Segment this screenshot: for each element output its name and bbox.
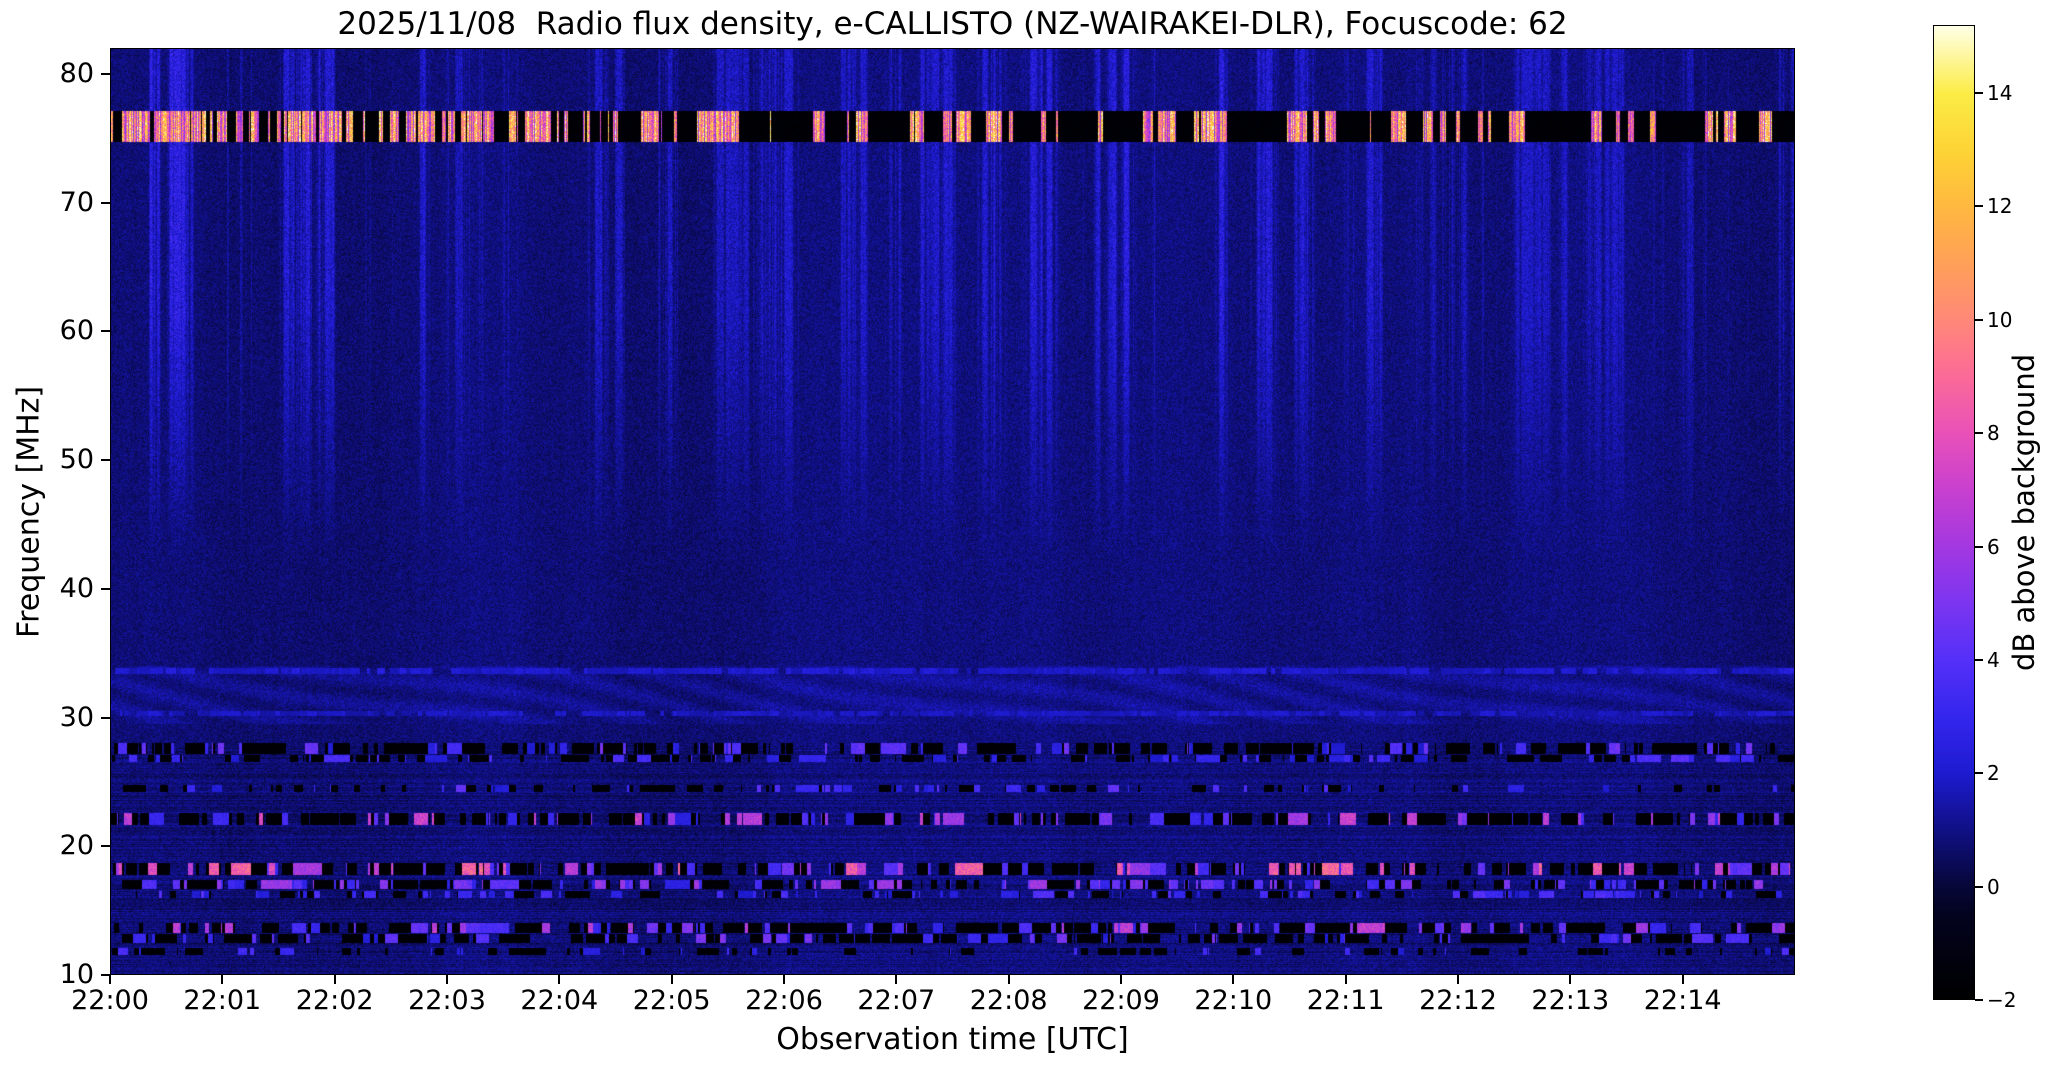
x-tick-mark bbox=[446, 975, 448, 984]
colorbar-tick-mark bbox=[1975, 205, 1983, 208]
colorbar-label: dB above background bbox=[2007, 353, 2041, 672]
colorbar-tick-mark bbox=[1975, 545, 1983, 548]
colorbar-tick-label: 14 bbox=[1987, 81, 2013, 106]
colorbar-tick-mark bbox=[1975, 658, 1983, 661]
colorbar-tick-mark bbox=[1975, 999, 1983, 1001]
colorbar-tick-mark bbox=[1975, 92, 1983, 95]
x-tick-label: 22:12 bbox=[1419, 985, 1497, 1016]
x-tick-label: 22:06 bbox=[745, 985, 823, 1016]
colorbar-tick-label: 12 bbox=[1987, 194, 2013, 219]
colorbar-tick-mark bbox=[1975, 432, 1983, 435]
x-axis-label: Observation time [UTC] bbox=[776, 1022, 1129, 1057]
x-tick-label: 22:11 bbox=[1306, 985, 1385, 1016]
x-tick-label: 22:08 bbox=[969, 985, 1048, 1016]
colorbar-tick-label: 0 bbox=[1987, 874, 2000, 899]
x-tick-label: 22:04 bbox=[520, 985, 599, 1016]
x-tick-label: 22:05 bbox=[632, 985, 711, 1016]
y-tick-mark bbox=[101, 845, 110, 848]
x-tick-mark bbox=[221, 975, 224, 984]
y-tick-label: 80 bbox=[59, 57, 94, 89]
spectrogram-canvas bbox=[111, 49, 1794, 974]
x-tick-mark bbox=[783, 975, 785, 984]
plot-area bbox=[110, 48, 1795, 975]
x-tick-label: 22:07 bbox=[857, 985, 936, 1016]
x-tick-mark bbox=[333, 975, 336, 984]
x-tick-mark bbox=[1232, 975, 1235, 984]
colorbar-tick-mark bbox=[1975, 885, 1983, 888]
x-tick-label: 22:03 bbox=[408, 985, 486, 1016]
y-tick-label: 40 bbox=[59, 572, 94, 604]
x-tick-label: 22:09 bbox=[1082, 985, 1160, 1016]
x-tick-label: 22:14 bbox=[1643, 985, 1722, 1016]
y-tick-mark bbox=[101, 72, 110, 75]
colorbar-tick-label: 2 bbox=[1987, 761, 2000, 786]
y-tick-label: 30 bbox=[59, 701, 94, 733]
y-tick-mark bbox=[101, 459, 110, 461]
x-tick-mark bbox=[895, 975, 898, 984]
colorbar bbox=[1933, 25, 1975, 1000]
colorbar-tick-label: −2 bbox=[1987, 988, 2017, 1012]
y-tick-mark bbox=[101, 587, 110, 590]
colorbar-tick-mark bbox=[1975, 772, 1983, 775]
x-tick-mark bbox=[1681, 975, 1684, 984]
y-tick-mark bbox=[101, 201, 110, 204]
x-tick-mark bbox=[1569, 975, 1572, 984]
x-tick-mark bbox=[1344, 975, 1347, 984]
colorbar-tick-label: 8 bbox=[1987, 421, 2000, 446]
colorbar-tick-label: 10 bbox=[1987, 307, 2013, 332]
y-tick-label: 50 bbox=[59, 444, 94, 475]
x-tick-mark bbox=[670, 975, 673, 984]
x-tick-mark bbox=[109, 975, 111, 984]
x-tick-label: 22:10 bbox=[1194, 985, 1273, 1016]
x-tick-mark bbox=[558, 975, 561, 984]
y-tick-label: 20 bbox=[59, 830, 94, 862]
x-tick-label: 22:00 bbox=[71, 985, 149, 1016]
y-tick-mark bbox=[101, 330, 110, 333]
y-tick-label: 70 bbox=[59, 186, 94, 218]
y-tick-mark bbox=[101, 716, 110, 719]
x-tick-mark bbox=[1120, 975, 1122, 984]
x-tick-label: 22:01 bbox=[183, 985, 262, 1016]
colorbar-tick-label: 6 bbox=[1987, 534, 2000, 559]
x-tick-mark bbox=[1007, 975, 1010, 984]
x-tick-label: 22:13 bbox=[1531, 985, 1610, 1016]
x-tick-label: 22:02 bbox=[295, 985, 374, 1016]
y-tick-label: 10 bbox=[59, 959, 94, 990]
colorbar-tick-label: 4 bbox=[1987, 647, 2000, 672]
y-tick-label: 60 bbox=[59, 315, 94, 347]
colorbar-tick-mark bbox=[1975, 318, 1983, 321]
y-tick-mark bbox=[101, 974, 110, 976]
x-tick-mark bbox=[1457, 975, 1459, 984]
chart-title: 2025/11/08 Radio flux density, e-CALLIST… bbox=[337, 6, 1568, 42]
colorbar-gradient bbox=[1934, 26, 1974, 999]
